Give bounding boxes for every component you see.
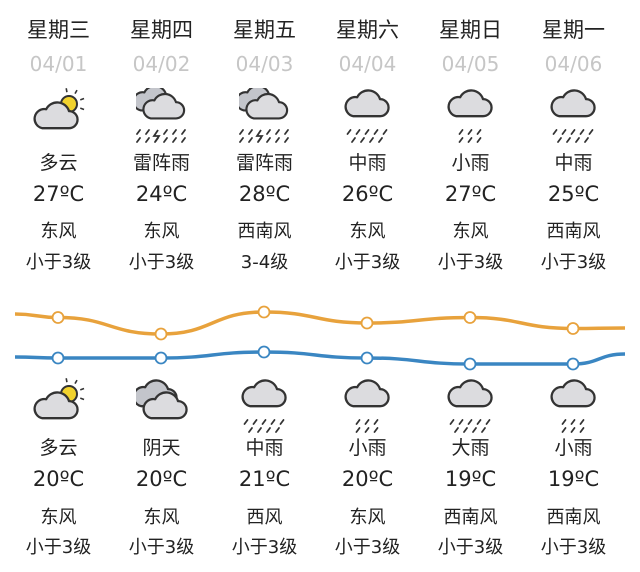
day-weather: 雷阵雨 xyxy=(132,152,190,174)
weekday: 星期四 xyxy=(130,18,193,42)
night-wind-level: 小于3级 xyxy=(334,537,401,558)
day-column[interactable]: 星期一 04/06 中雨 25ºC 西南风 小于3级 小雨 19ºC 西南风 小于3级 xyxy=(522,0,625,572)
high-temp: 24ºC xyxy=(135,182,188,206)
night-wind: 西南风 xyxy=(546,507,601,528)
date: 04/05 xyxy=(441,52,500,76)
day-wind-level: 小于3级 xyxy=(25,252,92,273)
date: 04/03 xyxy=(235,52,294,76)
date: 04/06 xyxy=(544,52,603,76)
date: 04/04 xyxy=(338,52,397,76)
day-wind-level: 小于3级 xyxy=(540,252,607,273)
day-weather: 中雨 xyxy=(554,152,593,174)
high-temp-line xyxy=(14,310,626,336)
overcast-icon xyxy=(136,379,188,420)
night-weather: 大雨 xyxy=(451,437,490,459)
day-weather: 雷阵雨 xyxy=(235,152,293,174)
high-temp-point xyxy=(360,316,374,330)
day-wind-level: 3-4级 xyxy=(240,252,289,273)
low-temp-point xyxy=(463,357,477,371)
night-wind-level: 小于3级 xyxy=(128,537,195,558)
light-rain-icon xyxy=(447,89,493,143)
weekday: 星期三 xyxy=(27,18,90,42)
day-wind: 东风 xyxy=(40,221,77,242)
low-temp-point xyxy=(154,351,168,365)
low-temp-line xyxy=(14,350,626,366)
low-temp-point xyxy=(360,351,374,365)
high-temp: 27ºC xyxy=(32,182,85,206)
day-weather: 多云 xyxy=(39,152,78,174)
day-wind-level: 小于3级 xyxy=(128,252,195,273)
night-wind-level: 小于3级 xyxy=(231,537,298,558)
low-temp-point xyxy=(51,351,65,365)
low-temp: 19ºC xyxy=(547,467,600,491)
high-temp: 27ºC xyxy=(444,182,497,206)
weekday: 星期一 xyxy=(542,18,605,42)
night-weather: 阴天 xyxy=(142,437,181,459)
day-column[interactable]: 星期五 04/03 雷阵雨 28ºC 西南风 3-4级中雨 21ºC 西风小于3级 xyxy=(213,0,316,572)
high-temp-point xyxy=(463,311,477,324)
night-wind-level: 小于3级 xyxy=(540,537,607,558)
high-temp-point xyxy=(257,305,271,319)
high-temp-point xyxy=(566,322,580,335)
day-weather: 小雨 xyxy=(451,152,490,174)
high-temp: 25ºC xyxy=(547,182,600,206)
moderate-rain-icon xyxy=(241,379,287,433)
high-temp-point xyxy=(154,327,168,341)
thunderstorm-icon xyxy=(136,88,186,143)
low-temp: 21ºC xyxy=(238,467,291,491)
night-wind-level: 小于3级 xyxy=(437,537,504,558)
day-wind-level: 小于3级 xyxy=(334,252,401,273)
low-temp: 20ºC xyxy=(135,467,188,491)
low-temp-point xyxy=(566,357,580,371)
day-wind: 东风 xyxy=(349,221,386,242)
night-wind: 东风 xyxy=(143,507,180,528)
day-column[interactable]: 星期日 04/05 小雨 27ºC 东风 小于3级 大雨 19ºC 西南风 小于3级 xyxy=(419,0,522,572)
night-wind: 东风 xyxy=(349,507,386,528)
day-weather: 中雨 xyxy=(348,152,387,174)
day-column[interactable]: 星期四 04/02 雷阵雨 24ºC 东风 小于3级 阴天 20ºC 东风 小于3级 xyxy=(110,0,213,572)
light-rain-icon xyxy=(550,379,596,433)
day-wind-level: 小于3级 xyxy=(437,252,504,273)
night-wind: 西风 xyxy=(246,507,283,528)
low-temp: 19ºC xyxy=(444,467,497,491)
date: 04/02 xyxy=(132,52,191,76)
weekday: 星期六 xyxy=(336,18,399,42)
moderate-rain-icon xyxy=(344,89,390,143)
day-wind: 西南风 xyxy=(546,221,601,242)
high-temp: 28ºC xyxy=(238,182,291,206)
thunderstorm-icon xyxy=(239,88,289,143)
day-wind: 西南风 xyxy=(237,221,292,242)
night-weather: 小雨 xyxy=(348,437,387,459)
low-temp: 20ºC xyxy=(32,467,85,491)
date: 04/01 xyxy=(29,52,88,76)
temperature-curves xyxy=(14,305,626,371)
day-column[interactable]: 星期六 04/04 中雨 26ºC 东风 小于3级 小雨 20ºC 东风 小于3级 xyxy=(316,0,419,572)
moderate-rain-icon xyxy=(550,89,596,143)
night-wind: 西南风 xyxy=(443,507,498,528)
partly-cloudy-icon xyxy=(33,88,85,130)
low-temp-point xyxy=(257,345,271,359)
night-weather: 小雨 xyxy=(554,437,593,459)
day-wind: 东风 xyxy=(143,221,180,242)
low-temp: 20ºC xyxy=(341,467,394,491)
night-wind: 东风 xyxy=(40,507,77,528)
day-column[interactable]: 星期三 04/01 多云 27ºC 东风 小于3级 多云 20ºC 东风 小于3级 xyxy=(7,0,110,572)
partly-cloudy-icon xyxy=(33,378,85,420)
night-weather: 中雨 xyxy=(245,437,284,459)
weekday: 星期日 xyxy=(439,18,502,42)
light-rain-icon xyxy=(344,379,390,433)
heavy-rain-icon xyxy=(447,379,493,433)
high-temp-point xyxy=(51,311,65,324)
weekday: 星期五 xyxy=(233,18,296,42)
high-temp: 26ºC xyxy=(341,182,394,206)
night-weather: 多云 xyxy=(39,437,78,459)
night-wind-level: 小于3级 xyxy=(25,537,92,558)
day-wind: 东风 xyxy=(452,221,489,242)
